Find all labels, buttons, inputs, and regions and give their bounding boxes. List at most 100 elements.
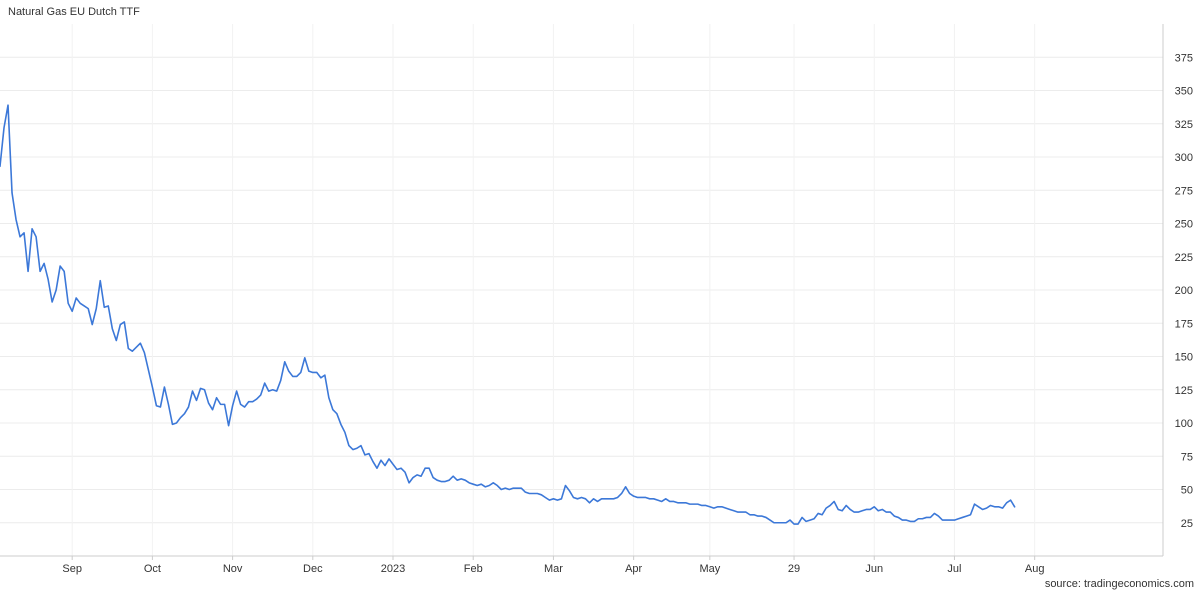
data-point [376,467,378,469]
data-point [561,498,563,500]
data-point [978,506,980,508]
data-point [220,404,222,406]
data-point [725,507,727,509]
data-point [873,506,875,508]
data-point [240,404,242,406]
series-layer [0,104,1016,525]
data-point [665,498,667,500]
data-point [232,405,234,407]
data-point [577,498,579,500]
data-point [541,494,543,496]
data-point [87,308,89,310]
data-point [629,493,631,495]
data-point [400,467,402,469]
data-point [111,328,113,330]
data-point [741,511,743,513]
data-point [356,447,358,449]
data-point [384,465,386,467]
y-tick-label: 225 [1175,252,1193,264]
data-point [27,271,29,273]
data-point [821,514,823,516]
data-point [809,519,811,521]
data-point [521,487,523,489]
data-point [797,523,799,525]
data-point [372,461,374,463]
data-point [877,510,879,512]
data-point [505,487,507,489]
data-point [761,515,763,517]
data-point [861,510,863,512]
data-point [31,228,33,230]
data-point [216,397,218,399]
data-point [898,517,900,519]
data-point [613,498,615,500]
y-tick-label: 250 [1175,219,1193,231]
data-point [954,519,956,521]
data-point [160,406,162,408]
data-point [352,449,354,451]
data-point [152,386,154,388]
data-point [982,509,984,511]
data-point [537,493,539,495]
data-point [103,306,105,308]
data-point [47,279,49,281]
data-point [649,498,651,500]
data-point [573,497,575,499]
data-point [922,518,924,520]
data-point [910,521,912,523]
data-point [553,498,555,500]
data-point [15,219,17,221]
data-point [43,263,45,265]
data-point [753,514,755,516]
data-point [312,372,314,374]
data-point [95,308,97,310]
data-point [609,498,611,500]
data-point [934,513,936,515]
data-point [320,377,322,379]
data-point [661,501,663,503]
data-point [733,510,735,512]
data-point [601,498,603,500]
data-point [914,521,916,523]
data-point [641,497,643,499]
x-tick-label: May [699,563,720,575]
data-point [156,405,158,407]
data-point [998,506,1000,508]
data-point [653,498,655,500]
data-point [412,477,414,479]
data-point [107,305,109,307]
y-tick-label: 375 [1175,52,1193,64]
data-point [264,382,266,384]
data-point [757,515,759,517]
data-point [208,402,210,404]
data-point [950,519,952,521]
data-point [300,372,302,374]
data-point [296,376,298,378]
data-point [140,342,142,344]
data-point [1002,507,1004,509]
data-point [942,519,944,521]
data-point [75,297,77,299]
data-point [284,361,286,363]
series-line [0,104,1016,525]
data-point [962,517,964,519]
data-point [128,348,130,350]
data-point [348,445,350,447]
y-tick-label: 100 [1175,418,1193,430]
data-point [1014,506,1016,508]
data-point [268,390,270,392]
data-point [785,522,787,524]
data-point [432,477,434,479]
data-point [276,390,278,392]
data-point [841,510,843,512]
data-point [83,305,85,307]
data-point [697,503,699,505]
data-point [693,503,695,505]
data-point [120,324,122,326]
y-tick-label: 300 [1175,152,1193,164]
data-point [894,515,896,517]
x-tick-label: 2023 [381,563,405,575]
x-tick-label: Feb [464,563,483,575]
data-point [124,321,126,323]
data-point [416,474,418,476]
